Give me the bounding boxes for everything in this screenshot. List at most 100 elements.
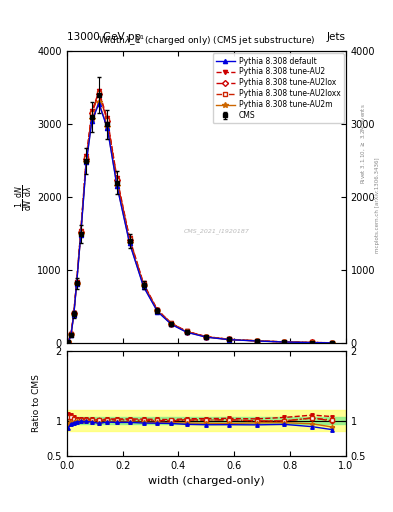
Pythia 8.308 tune-AU2m bbox=[184, 329, 189, 335]
Pythia 8.308 default bbox=[115, 183, 119, 189]
Pythia 8.308 tune-AU2lox bbox=[105, 118, 110, 124]
Pythia 8.308 tune-AU2lox bbox=[204, 334, 209, 340]
Pythia 8.308 tune-AU2m bbox=[84, 158, 89, 164]
Line: Pythia 8.308 tune-AU2m: Pythia 8.308 tune-AU2m bbox=[65, 99, 335, 346]
Pythia 8.308 tune-AU2m bbox=[226, 336, 231, 343]
Pythia 8.308 default bbox=[226, 336, 231, 343]
Pythia 8.308 tune-AU2m bbox=[66, 339, 71, 345]
Pythia 8.308 tune-AU2loxx bbox=[226, 336, 231, 343]
Pythia 8.308 tune-AU2m bbox=[72, 311, 76, 317]
Pythia 8.308 tune-AU2m bbox=[254, 338, 259, 344]
Pythia 8.308 tune-AU2loxx bbox=[155, 307, 160, 313]
Pythia 8.308 default bbox=[90, 118, 94, 124]
Pythia 8.308 tune-AU2loxx bbox=[184, 328, 189, 334]
Pythia 8.308 tune-AU2lox bbox=[84, 156, 89, 162]
Text: mcplots.cern.ch [arXiv:1306.3436]: mcplots.cern.ch [arXiv:1306.3436] bbox=[375, 157, 380, 252]
Pythia 8.308 tune-AU2loxx bbox=[90, 110, 94, 116]
Pythia 8.308 tune-AU2loxx bbox=[97, 90, 101, 96]
Line: Pythia 8.308 tune-AU2lox: Pythia 8.308 tune-AU2lox bbox=[66, 92, 334, 345]
Pythia 8.308 tune-AU2 bbox=[69, 331, 73, 337]
Pythia 8.308 default bbox=[329, 340, 334, 346]
Pythia 8.308 tune-AU2 bbox=[84, 153, 89, 159]
Text: Jets: Jets bbox=[327, 32, 346, 42]
Pythia 8.308 tune-AU2lox bbox=[79, 229, 83, 236]
Pythia 8.308 tune-AU2 bbox=[115, 175, 119, 181]
Pythia 8.308 tune-AU2 bbox=[90, 108, 94, 114]
Text: CMS_2021_I1920187: CMS_2021_I1920187 bbox=[184, 228, 250, 234]
Pythia 8.308 tune-AU2loxx bbox=[84, 155, 89, 161]
Pythia 8.308 tune-AU2loxx bbox=[282, 339, 287, 345]
Pythia 8.308 default bbox=[310, 339, 315, 346]
Pythia 8.308 tune-AU2lox bbox=[115, 178, 119, 184]
Pythia 8.308 default bbox=[72, 312, 76, 318]
Pythia 8.308 tune-AU2lox bbox=[155, 307, 160, 313]
Pythia 8.308 tune-AU2loxx bbox=[141, 281, 146, 287]
Pythia 8.308 tune-AU2m bbox=[74, 281, 79, 287]
Pythia 8.308 tune-AU2m bbox=[79, 231, 83, 237]
Pythia 8.308 default bbox=[66, 339, 71, 345]
Pythia 8.308 tune-AU2 bbox=[204, 333, 209, 339]
Line: Pythia 8.308 tune-AU2: Pythia 8.308 tune-AU2 bbox=[66, 89, 334, 345]
Pythia 8.308 tune-AU2lox bbox=[169, 321, 174, 327]
Pythia 8.308 tune-AU2m bbox=[115, 183, 119, 189]
Line: Pythia 8.308 tune-AU2loxx: Pythia 8.308 tune-AU2loxx bbox=[66, 91, 334, 345]
Pythia 8.308 tune-AU2lox bbox=[69, 331, 73, 337]
Text: Rivet 3.1.10, $\geq$ 3.2M events: Rivet 3.1.10, $\geq$ 3.2M events bbox=[360, 103, 367, 184]
Pythia 8.308 tune-AU2loxx bbox=[127, 236, 132, 242]
X-axis label: width (charged-only): width (charged-only) bbox=[148, 476, 264, 486]
Pythia 8.308 default bbox=[184, 329, 189, 335]
Pythia 8.308 tune-AU2m bbox=[169, 321, 174, 327]
Pythia 8.308 tune-AU2m bbox=[329, 340, 334, 346]
Bar bbox=[67, 411, 346, 431]
Pythia 8.308 tune-AU2 bbox=[184, 328, 189, 334]
Pythia 8.308 tune-AU2m bbox=[97, 99, 101, 105]
Pythia 8.308 tune-AU2loxx bbox=[115, 177, 119, 183]
Pythia 8.308 default bbox=[84, 159, 89, 165]
Pythia 8.308 tune-AU2lox bbox=[127, 237, 132, 243]
Pythia 8.308 default bbox=[254, 338, 259, 344]
Pythia 8.308 tune-AU2lox bbox=[310, 339, 315, 346]
Pythia 8.308 default bbox=[204, 334, 209, 340]
Pythia 8.308 tune-AU2lox bbox=[141, 282, 146, 288]
Pythia 8.308 tune-AU2 bbox=[97, 88, 101, 94]
Pythia 8.308 default bbox=[169, 322, 174, 328]
Pythia 8.308 tune-AU2lox bbox=[90, 110, 94, 116]
Pythia 8.308 default bbox=[282, 339, 287, 345]
Y-axis label: Ratio to CMS: Ratio to CMS bbox=[32, 375, 41, 433]
Pythia 8.308 tune-AU2m bbox=[282, 339, 287, 345]
Text: Width$\lambda\_1^1$(charged only) (CMS jet substructure): Width$\lambda\_1^1$(charged only) (CMS j… bbox=[98, 34, 315, 48]
Pythia 8.308 tune-AU2m bbox=[105, 124, 110, 130]
Pythia 8.308 tune-AU2 bbox=[72, 310, 76, 316]
Pythia 8.308 default bbox=[97, 101, 101, 107]
Pythia 8.308 tune-AU2loxx bbox=[310, 339, 315, 346]
Pythia 8.308 tune-AU2 bbox=[329, 339, 334, 346]
Pythia 8.308 tune-AU2 bbox=[282, 339, 287, 345]
Pythia 8.308 tune-AU2loxx bbox=[74, 280, 79, 286]
Pythia 8.308 default bbox=[74, 281, 79, 287]
Pythia 8.308 tune-AU2lox bbox=[97, 91, 101, 97]
Pythia 8.308 tune-AU2m bbox=[127, 240, 132, 246]
Pythia 8.308 default bbox=[69, 332, 73, 338]
Pythia 8.308 tune-AU2loxx bbox=[69, 331, 73, 337]
Pythia 8.308 tune-AU2lox bbox=[66, 339, 71, 345]
Pythia 8.308 tune-AU2 bbox=[226, 336, 231, 343]
Pythia 8.308 tune-AU2loxx bbox=[329, 340, 334, 346]
Pythia 8.308 default bbox=[141, 284, 146, 290]
Pythia 8.308 default bbox=[127, 240, 132, 246]
Pythia 8.308 tune-AU2 bbox=[66, 339, 71, 345]
Pythia 8.308 tune-AU2lox bbox=[74, 280, 79, 286]
Text: 13000 GeV pp: 13000 GeV pp bbox=[67, 32, 141, 42]
Line: Pythia 8.308 default: Pythia 8.308 default bbox=[66, 102, 334, 345]
Pythia 8.308 default bbox=[105, 125, 110, 131]
Pythia 8.308 tune-AU2 bbox=[105, 115, 110, 121]
Pythia 8.308 tune-AU2lox bbox=[329, 340, 334, 346]
Pythia 8.308 tune-AU2loxx bbox=[254, 338, 259, 344]
Pythia 8.308 tune-AU2lox bbox=[184, 329, 189, 335]
Pythia 8.308 tune-AU2 bbox=[74, 279, 79, 285]
Pythia 8.308 default bbox=[155, 309, 160, 315]
Pythia 8.308 tune-AU2loxx bbox=[66, 339, 71, 345]
Pythia 8.308 tune-AU2m bbox=[310, 339, 315, 346]
Pythia 8.308 tune-AU2 bbox=[169, 320, 174, 326]
Legend: Pythia 8.308 default, Pythia 8.308 tune-AU2, Pythia 8.308 tune-AU2lox, Pythia 8.: Pythia 8.308 default, Pythia 8.308 tune-… bbox=[213, 53, 343, 123]
Pythia 8.308 tune-AU2lox bbox=[282, 339, 287, 345]
